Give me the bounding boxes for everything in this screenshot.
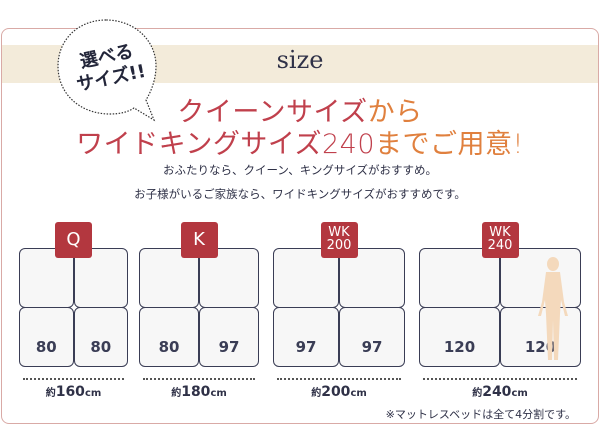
- width-value: 160: [55, 384, 85, 400]
- width-unit: cm: [350, 388, 367, 399]
- headline-red: ワイドキングサイズ240: [76, 129, 376, 160]
- mattress-cell: [139, 248, 199, 308]
- mattress-cell: 120: [500, 307, 581, 367]
- mattress-cell: 80: [73, 307, 128, 367]
- mattress-width: 80: [158, 338, 180, 356]
- bed-diagram: 120 120: [419, 248, 581, 367]
- size-badge: WK 200: [320, 222, 358, 258]
- content-frame: [1, 28, 599, 424]
- width-unit: cm: [511, 388, 528, 399]
- mattress-cell: [500, 248, 581, 308]
- dimension-line: [277, 378, 401, 380]
- badge-label: WK: [489, 225, 511, 240]
- dimension-line: [143, 378, 255, 380]
- size-badge: WK 240: [481, 222, 519, 258]
- width-value: 200: [321, 384, 351, 400]
- mattress-cell: 80: [139, 307, 199, 367]
- total-width: 約240cm: [419, 384, 581, 400]
- dimension-line: [423, 378, 577, 380]
- mattress-cell: [19, 248, 74, 308]
- mattress-cell: 97: [273, 307, 339, 367]
- mattress-cell: 80: [19, 307, 74, 367]
- mattress-cell: 97: [199, 307, 259, 367]
- section-title: size: [276, 46, 324, 74]
- width-unit: cm: [210, 388, 227, 399]
- badge-sublabel: 240: [487, 238, 513, 253]
- person-silhouette-icon: [538, 257, 568, 360]
- bed-diagram: 97 97: [273, 248, 405, 367]
- approx-label: 約: [311, 388, 322, 399]
- mattress-cell: [199, 248, 259, 308]
- headline-orange: までご用意!: [375, 129, 524, 160]
- mattress-width: 80: [35, 338, 57, 356]
- headline-orange: から: [367, 97, 423, 128]
- headline-line1: クイーンサイズから: [0, 90, 600, 129]
- dimension-line: [23, 378, 124, 380]
- approx-label: 約: [472, 388, 483, 399]
- width-value: 180: [181, 384, 211, 400]
- total-width: 約180cm: [139, 384, 259, 400]
- headline-red: クイーンサイズ: [177, 97, 368, 128]
- mattress-width: 120: [443, 338, 476, 356]
- mattress-width: 80: [90, 338, 112, 356]
- badge-label: WK: [328, 225, 350, 240]
- footnote: ※マットレスベッドは全て4分割です。: [385, 408, 576, 421]
- mattress-cell: 120: [419, 307, 500, 367]
- width-value: 240: [482, 384, 512, 400]
- bed-diagram: 80 97: [139, 248, 259, 367]
- total-width: 約160cm: [19, 384, 128, 400]
- bed-diagram: 80 80: [19, 248, 128, 367]
- approx-label: 約: [45, 388, 56, 399]
- mattress-width: 97: [295, 338, 317, 356]
- approx-label: 約: [171, 388, 182, 399]
- mattress-cell: 97: [339, 307, 405, 367]
- badge-sublabel: 200: [326, 238, 352, 253]
- headline-line2: ワイドキングサイズ240までご用意!: [0, 122, 600, 161]
- total-width: 約200cm: [273, 384, 405, 400]
- size-badge: K: [180, 222, 218, 258]
- subtext-1: おふたりなら、クイーン、キングサイズがおすすめ。: [162, 163, 438, 177]
- size-badge: Q: [55, 222, 92, 258]
- mattress-width: 97: [218, 338, 240, 356]
- mattress-cell: [73, 248, 128, 308]
- subtext-2: お子様がいるご家族なら、ワイドキングサイズがおすすめです。: [134, 187, 466, 201]
- width-unit: cm: [84, 388, 102, 399]
- speech-bubble-icon: [57, 19, 157, 122]
- mattress-width: 97: [361, 338, 383, 356]
